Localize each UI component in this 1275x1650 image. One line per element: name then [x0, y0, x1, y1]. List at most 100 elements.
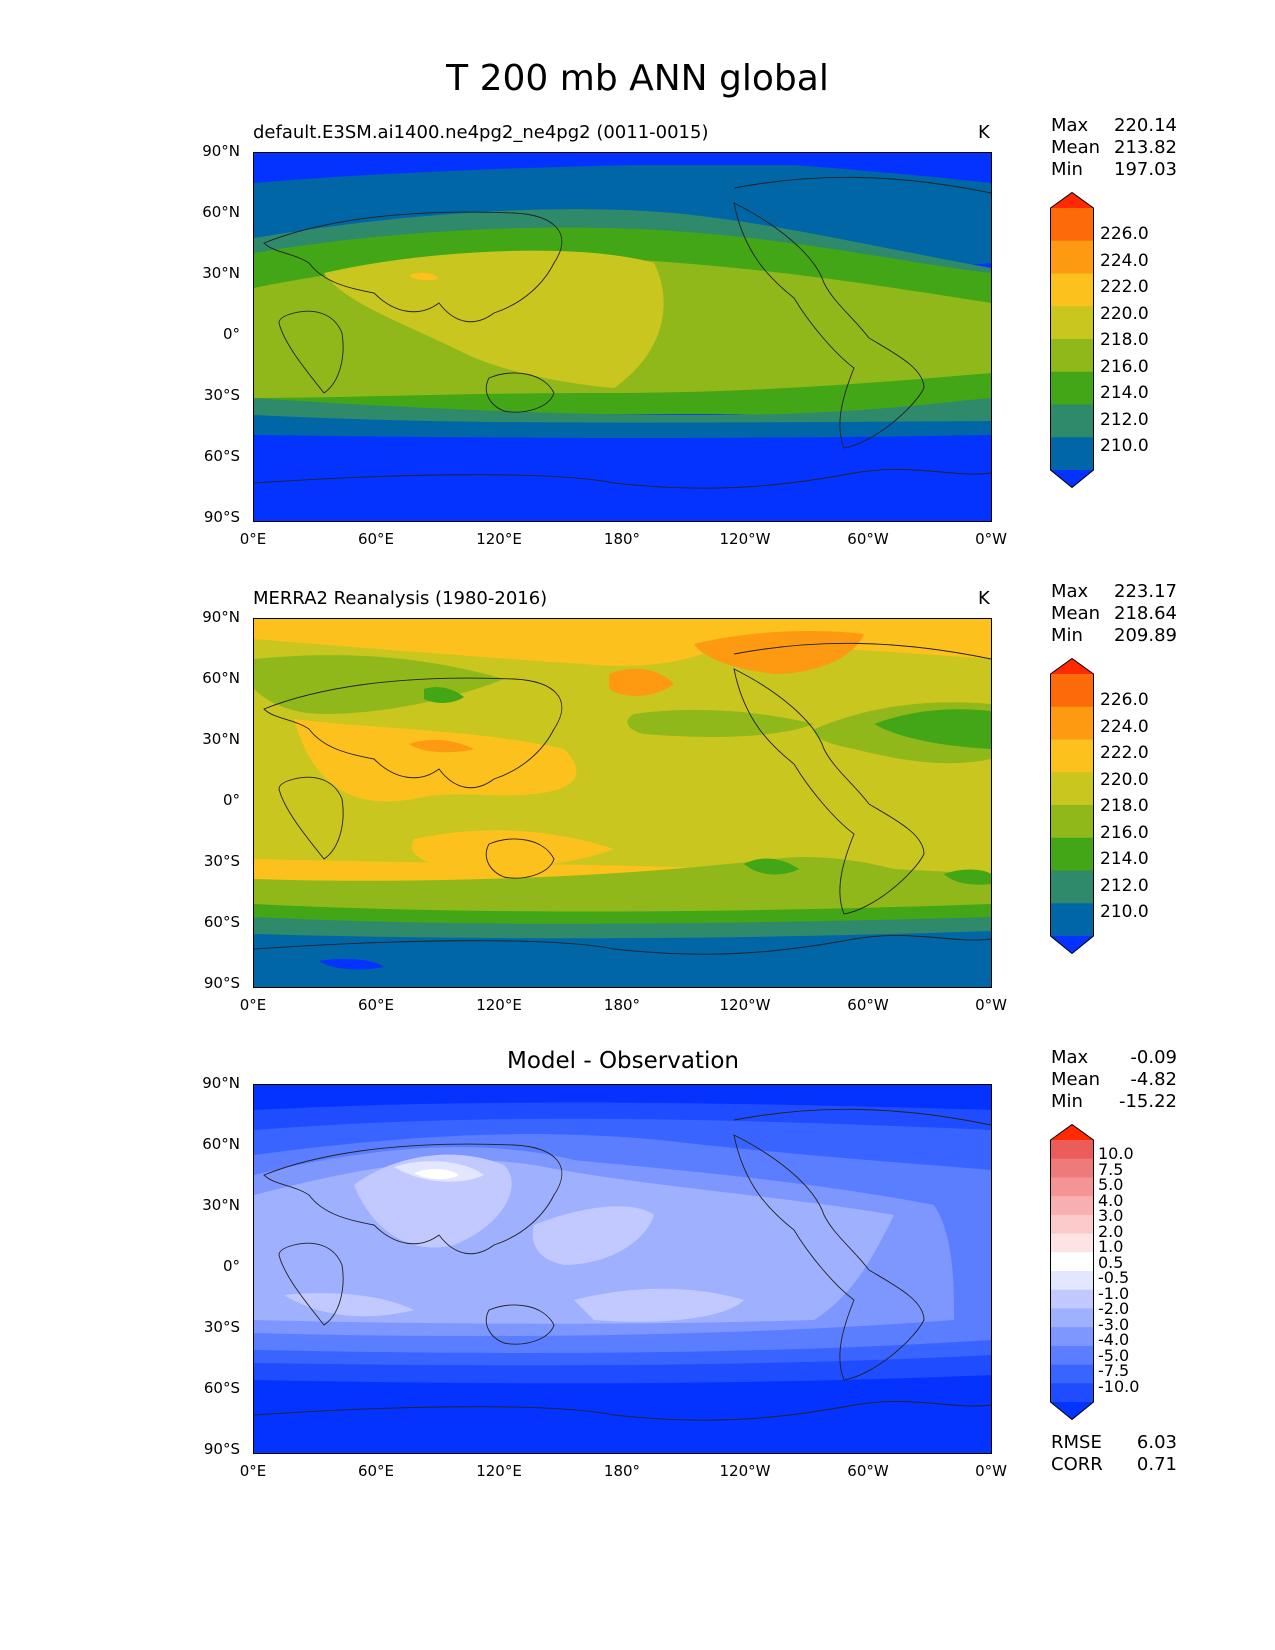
colorbar-extend-max — [1050, 658, 1094, 674]
panel2-min-value: 209.89 — [1114, 625, 1177, 646]
colorbar-segment — [1050, 1252, 1094, 1272]
panel1-ytick-60S: 60°S — [203, 447, 240, 465]
panel3-xtick-120E: 120°E — [476, 1462, 522, 1480]
colorbar-segment — [1050, 706, 1094, 740]
panel2-stats: Max 223.17 Mean 218.64 Min 209.89 — [1051, 581, 1177, 647]
panel3-xtick-60E: 60°E — [357, 1462, 395, 1480]
panel2-cb-label-226: 226.0 — [1100, 690, 1149, 710]
panel1-cb-label-224: 224.0 — [1100, 251, 1149, 271]
colorbar-segment — [1050, 1383, 1094, 1403]
panel2-cb-label-216: 216.0 — [1100, 823, 1149, 843]
panel1-min-value: 197.03 — [1114, 159, 1177, 180]
panel1-map — [253, 152, 992, 522]
panel3-cb-label: 4.0 — [1098, 1190, 1124, 1210]
panel1-cb-label-226: 226.0 — [1100, 224, 1149, 244]
panel3-cb-label: 5.0 — [1098, 1175, 1124, 1194]
panel3-stats: Max -0.09 Mean -4.82 Min -15.22 — [1051, 1047, 1177, 1113]
panel3-ytick-30N: 30°N — [202, 1196, 240, 1214]
panel3-map — [253, 1084, 992, 1454]
panel3-min-value: -15.22 — [1118, 1091, 1177, 1112]
panel3-cb-label: 7.5 — [1098, 1159, 1124, 1179]
colorbar-segment — [1050, 903, 1094, 937]
panel2-cb-label-214: 214.0 — [1100, 849, 1149, 869]
panel2-cb-label-212: 212.0 — [1100, 876, 1149, 896]
panel2-cb-label-210: 210.0 — [1100, 902, 1149, 922]
panel2-ytick-0: 0° — [222, 791, 240, 809]
colorbar-segment — [1050, 805, 1094, 839]
panel1-cb-label-210: 210.0 — [1100, 436, 1149, 456]
panel3-xtick-120W: 120°W — [719, 1462, 771, 1480]
panel2-units: K — [978, 588, 990, 609]
panel3-min-label: Min — [1051, 1091, 1083, 1112]
panel2-min-label: Min — [1051, 625, 1083, 646]
panel2-colorbar — [1050, 658, 1094, 954]
panel1-cb-label-212: 212.0 — [1100, 410, 1149, 430]
panel3-cb-label: -10.0 — [1098, 1376, 1140, 1396]
panel3-cb-label: -4.0 — [1098, 1330, 1130, 1349]
panel2-title: MERRA2 Reanalysis (1980-2016) — [253, 588, 548, 609]
corr-value: 0.71 — [1136, 1454, 1177, 1475]
panel1-cb-label-220: 220.0 — [1100, 304, 1149, 324]
panel1-ytick-60N: 60°N — [202, 203, 240, 221]
panel1-cb-label-218: 218.0 — [1100, 330, 1149, 350]
colorbar-segment — [1050, 1177, 1094, 1197]
panel3-cb-label: 2.0 — [1098, 1221, 1124, 1241]
colorbar-segment — [1050, 837, 1094, 871]
panel1-xtick-180: 180° — [603, 530, 641, 548]
panel1-cb-label-216: 216.0 — [1100, 357, 1149, 377]
colorbar-segment — [1050, 437, 1094, 471]
colorbar-extend-min — [1050, 470, 1094, 488]
panel3-ytick-0: 0° — [222, 1257, 240, 1275]
panel3-cb-label: 10.0 — [1098, 1144, 1134, 1163]
panel1-ytick-30S: 30°S — [203, 386, 240, 404]
panel3-cb-label: 1.0 — [1098, 1237, 1124, 1256]
panel2-cb-label-224: 224.0 — [1100, 717, 1149, 737]
panel1-xtick-60E: 60°E — [357, 530, 395, 548]
panel3-cb-label: -2.0 — [1098, 1299, 1130, 1318]
colorbar-segment — [1050, 1364, 1094, 1384]
panel3-max-value: -0.09 — [1130, 1047, 1177, 1068]
colorbar-segment — [1050, 1158, 1094, 1178]
panel2-cb-label-222: 222.0 — [1100, 743, 1149, 763]
panel1-cb-label-222: 222.0 — [1100, 277, 1149, 297]
panel3-cb-label: -7.5 — [1098, 1361, 1130, 1380]
colorbar-segment — [1050, 674, 1094, 708]
panel2-xtick-120W: 120°W — [719, 996, 771, 1014]
panel2-xtick-60W: 60°W — [847, 996, 889, 1014]
colorbar-segment — [1050, 1214, 1094, 1235]
panel2-max-label: Max — [1051, 581, 1089, 602]
panel1-xtick-120E: 120°E — [476, 530, 522, 548]
figure-title: T 200 mb ANN global — [446, 58, 829, 99]
panel3-cb-label: 3.0 — [1098, 1206, 1124, 1225]
colorbar-segment — [1050, 1308, 1094, 1328]
colorbar-segment — [1050, 404, 1094, 438]
panel1-max-value: 220.14 — [1114, 115, 1177, 136]
panel3-xtick-180: 180° — [603, 1462, 641, 1480]
panel1-xtick-0E: 0°E — [239, 530, 267, 548]
panel2-map — [253, 618, 992, 988]
panel2-ytick-30S: 30°S — [203, 852, 240, 870]
panel1-stats: Max 220.14 Mean 213.82 Min 197.03 — [1051, 115, 1177, 181]
colorbar-extend-max — [1050, 192, 1094, 208]
colorbar-segment — [1050, 1233, 1094, 1253]
panel1-xtick-60W: 60°W — [847, 530, 889, 548]
panel1-mean-label: Mean — [1051, 137, 1101, 158]
colorbar-segment — [1050, 772, 1094, 806]
colorbar-extend-min — [1050, 936, 1094, 954]
panel2-xtick-180: 180° — [603, 996, 641, 1014]
colorbar-segment — [1050, 1345, 1094, 1366]
panel3-cb-labels: 10.0 7.5 5.0 4.0 3.0 2.0 1.0 0.5 -0.5 -1… — [1098, 1146, 1139, 1394]
panel1-title: default.E3SM.ai1400.ne4pg2_ne4pg2 (0011-… — [253, 122, 709, 143]
colorbar-segment — [1050, 208, 1094, 242]
colorbar-extend-max — [1050, 1124, 1094, 1140]
rmse-value: 6.03 — [1136, 1432, 1177, 1453]
colorbar-segment — [1050, 306, 1094, 340]
panel2-cb-label-220: 220.0 — [1100, 770, 1149, 790]
panel1-xtick-120W: 120°W — [719, 530, 771, 548]
panel3-cb-label: -1.0 — [1098, 1283, 1130, 1303]
panel2-ytick-60S: 60°S — [203, 913, 240, 931]
colorbar-segment — [1050, 273, 1094, 307]
colorbar-segment — [1050, 240, 1094, 274]
colorbar-segment — [1050, 739, 1094, 773]
panel1-ytick-0: 0° — [222, 325, 240, 343]
